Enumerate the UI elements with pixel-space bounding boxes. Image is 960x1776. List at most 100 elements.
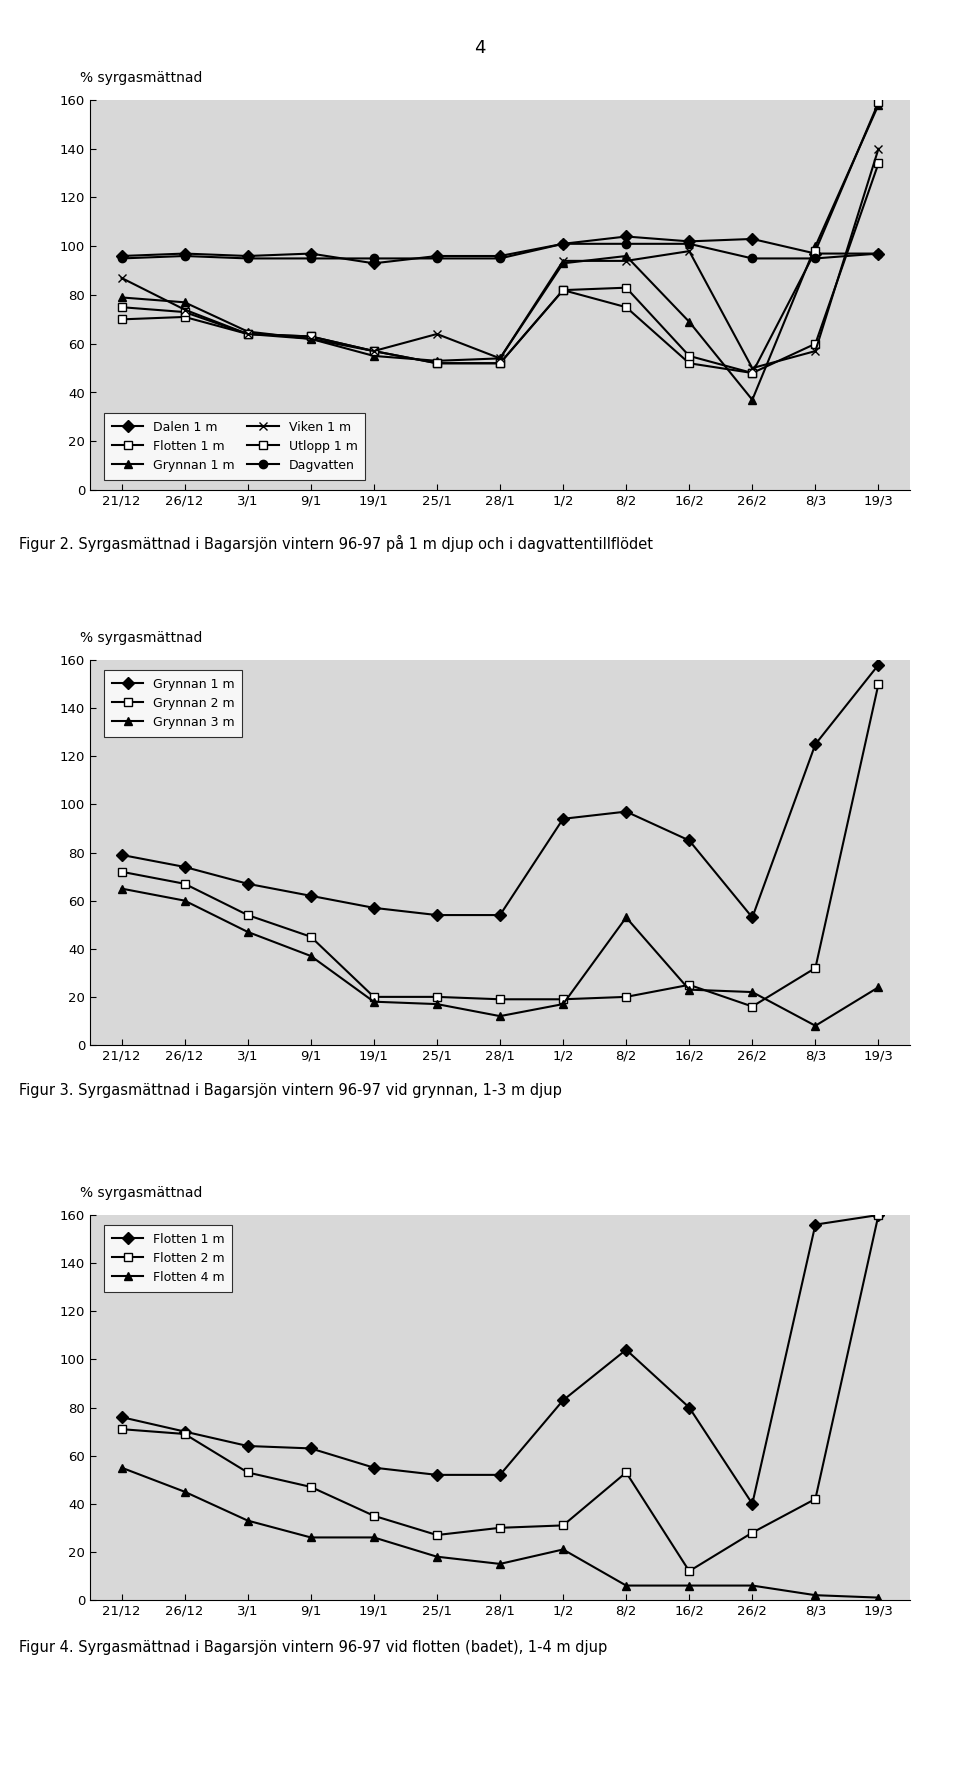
Flotten 2 m <box>179 1423 190 1444</box>
Flotten 2 m <box>116 1419 128 1440</box>
Grynnan 2 m <box>620 986 632 1007</box>
Viken 1 m <box>620 250 632 272</box>
Grynnan 3 m <box>558 993 569 1014</box>
Dalen 1 m <box>873 243 884 265</box>
Grynnan 2 m <box>873 673 884 694</box>
Viken 1 m <box>116 266 128 288</box>
Flotten 4 m <box>620 1575 632 1597</box>
Viken 1 m <box>747 357 758 378</box>
Text: % syrgasmättnad: % syrgasmättnad <box>80 630 203 645</box>
Dalen 1 m <box>809 243 821 265</box>
Flotten 2 m <box>558 1515 569 1536</box>
Flotten 4 m <box>747 1575 758 1597</box>
Grynnan 1 m <box>431 904 443 925</box>
Dagvatten <box>242 249 253 270</box>
Utlopp 1 m <box>179 305 190 327</box>
Grynnan 1 m <box>305 884 317 906</box>
Line: Flotten 4 m: Flotten 4 m <box>117 1463 882 1602</box>
Grynnan 1 m <box>684 829 695 851</box>
Utlopp 1 m <box>873 153 884 174</box>
Flotten 2 m <box>620 1462 632 1483</box>
Flotten 4 m <box>368 1527 379 1549</box>
Flotten 1 m <box>809 240 821 261</box>
Dalen 1 m <box>305 243 317 265</box>
Grynnan 1 m <box>116 286 128 307</box>
Text: Figur 4. Syrgasmättnad i Bagarsjön vintern 96-97 vid flotten (badet), 1-4 m djup: Figur 4. Syrgasmättnad i Bagarsjön vinte… <box>19 1639 608 1655</box>
Flotten 1 m <box>368 341 379 362</box>
Grynnan 3 m <box>494 1005 506 1027</box>
Flotten 1 m <box>558 279 569 300</box>
Dagvatten <box>305 249 317 270</box>
Flotten 1 m <box>116 297 128 318</box>
Grynnan 2 m <box>116 861 128 883</box>
Text: 4: 4 <box>474 39 486 57</box>
Legend: Grynnan 1 m, Grynnan 2 m, Grynnan 3 m: Grynnan 1 m, Grynnan 2 m, Grynnan 3 m <box>105 670 242 737</box>
Grynnan 2 m <box>684 975 695 996</box>
Viken 1 m <box>431 323 443 345</box>
Grynnan 3 m <box>809 1016 821 1037</box>
Grynnan 1 m <box>873 654 884 675</box>
Grynnan 2 m <box>809 957 821 979</box>
Utlopp 1 m <box>305 325 317 346</box>
Grynnan 3 m <box>873 977 884 998</box>
Flotten 1 m <box>305 325 317 346</box>
Utlopp 1 m <box>558 279 569 300</box>
Grynnan 3 m <box>620 908 632 929</box>
Flotten 1 m <box>242 323 253 345</box>
Utlopp 1 m <box>684 353 695 375</box>
Dalen 1 m <box>431 245 443 266</box>
Line: Flotten 1 m: Flotten 1 m <box>117 98 882 377</box>
Grynnan 3 m <box>242 922 253 943</box>
Dalen 1 m <box>558 233 569 254</box>
Line: Grynnan 1 m: Grynnan 1 m <box>117 101 882 403</box>
Grynnan 3 m <box>684 979 695 1000</box>
Text: % syrgasmättnad: % syrgasmättnad <box>80 1186 203 1201</box>
Viken 1 m <box>684 240 695 261</box>
Grynnan 1 m <box>558 252 569 274</box>
Flotten 4 m <box>873 1588 884 1609</box>
Utlopp 1 m <box>494 353 506 375</box>
Grynnan 2 m <box>305 925 317 947</box>
Utlopp 1 m <box>431 353 443 375</box>
Dagvatten <box>494 249 506 270</box>
Flotten 1 m <box>494 353 506 375</box>
Flotten 4 m <box>558 1538 569 1559</box>
Flotten 4 m <box>305 1527 317 1549</box>
Viken 1 m <box>809 341 821 362</box>
Flotten 2 m <box>747 1522 758 1543</box>
Line: Flotten 2 m: Flotten 2 m <box>117 1211 882 1575</box>
Flotten 1 m <box>684 1398 695 1419</box>
Grynnan 1 m <box>809 733 821 755</box>
Dagvatten <box>179 245 190 266</box>
Flotten 1 m <box>242 1435 253 1456</box>
Flotten 1 m <box>873 1204 884 1225</box>
Grynnan 2 m <box>494 989 506 1011</box>
Grynnan 2 m <box>747 996 758 1018</box>
Grynnan 1 m <box>684 311 695 332</box>
Flotten 2 m <box>684 1561 695 1582</box>
Flotten 2 m <box>242 1462 253 1483</box>
Dalen 1 m <box>620 226 632 247</box>
Dagvatten <box>747 249 758 270</box>
Flotten 1 m <box>116 1407 128 1428</box>
Flotten 1 m <box>179 1421 190 1442</box>
Grynnan 3 m <box>368 991 379 1012</box>
Flotten 1 m <box>494 1463 506 1485</box>
Viken 1 m <box>873 139 884 160</box>
Grynnan 3 m <box>747 982 758 1003</box>
Line: Dalen 1 m: Dalen 1 m <box>117 233 882 268</box>
Grynnan 1 m <box>494 348 506 369</box>
Flotten 1 m <box>684 345 695 366</box>
Flotten 4 m <box>116 1456 128 1478</box>
Line: Viken 1 m: Viken 1 m <box>117 144 882 373</box>
Utlopp 1 m <box>116 309 128 330</box>
Dagvatten <box>431 249 443 270</box>
Flotten 2 m <box>873 1204 884 1225</box>
Legend: Dalen 1 m, Flotten 1 m, Grynnan 1 m, Viken 1 m, Utlopp 1 m, Dagvatten: Dalen 1 m, Flotten 1 m, Grynnan 1 m, Vik… <box>105 414 365 480</box>
Grynnan 1 m <box>558 808 569 829</box>
Flotten 1 m <box>305 1439 317 1460</box>
Grynnan 1 m <box>179 856 190 877</box>
Flotten 2 m <box>809 1488 821 1510</box>
Dalen 1 m <box>747 229 758 250</box>
Dalen 1 m <box>242 245 253 266</box>
